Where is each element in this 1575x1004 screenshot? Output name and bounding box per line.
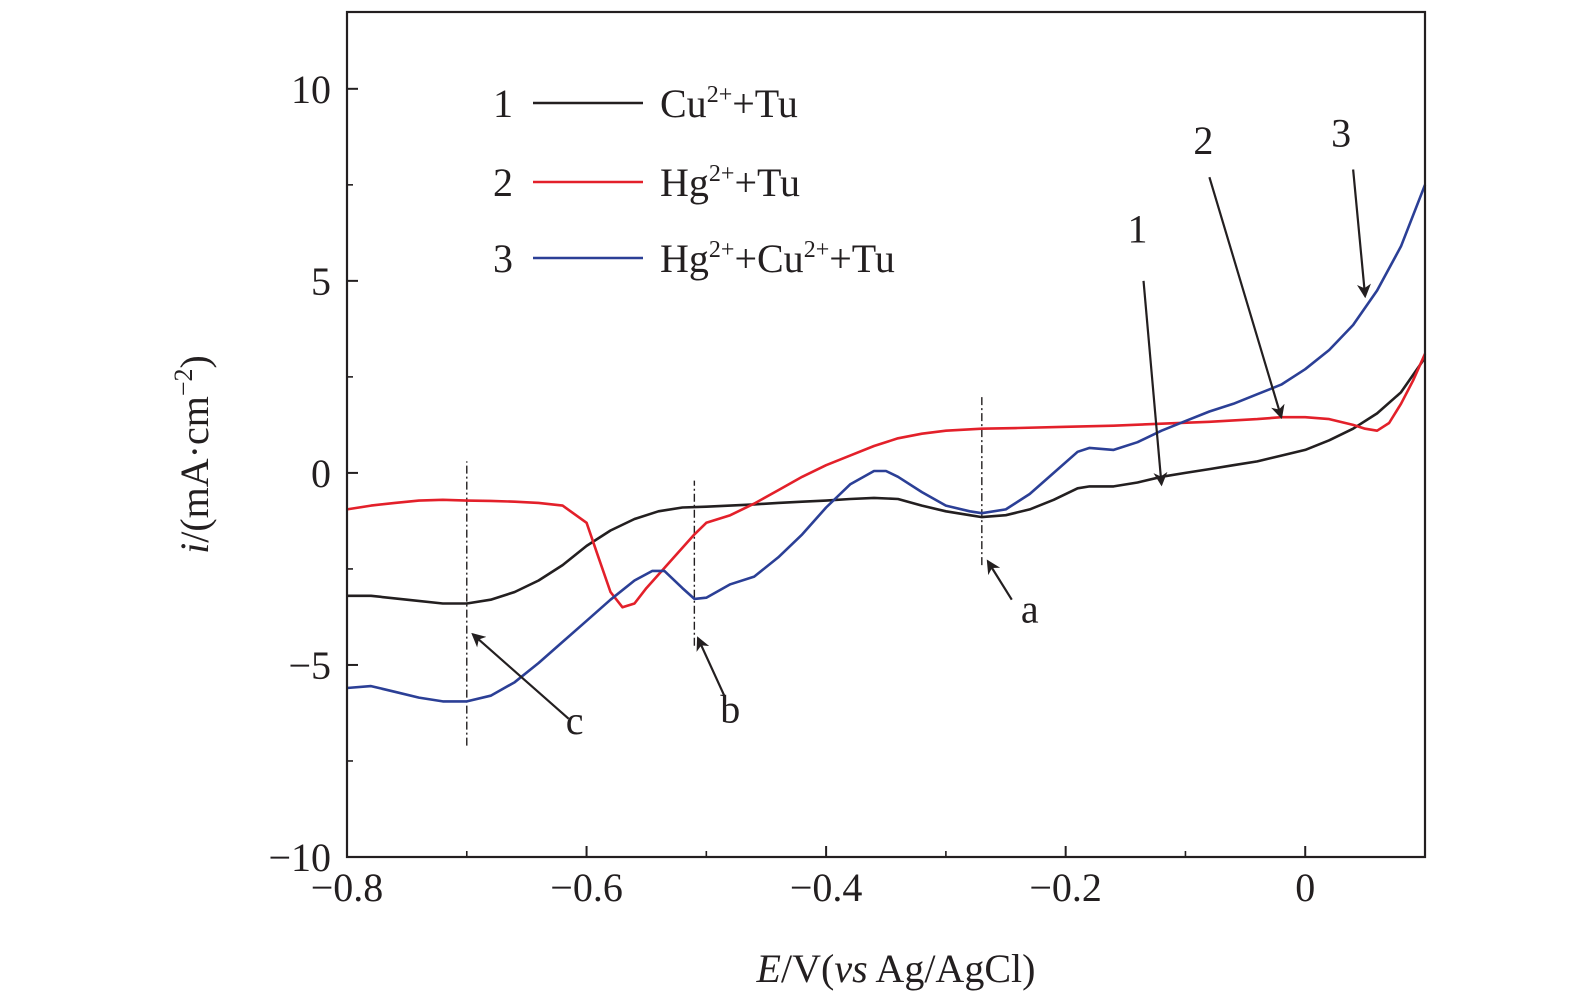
annotation-label-c: c (566, 698, 584, 743)
annotation-arrow-3 (1352, 169, 1371, 299)
legend-label-3: Hg2++Cu2++Tu (660, 236, 895, 281)
series-layer (346, 184, 1427, 703)
series-line-2 (346, 353, 1427, 609)
series-line-1 (347, 356, 1427, 605)
y-tick-label: 0 (311, 451, 331, 496)
annotation-label-b: b (720, 687, 740, 732)
x-tick-label: −0.2 (1029, 865, 1102, 910)
annotation-label-2: 2 (1193, 118, 1213, 163)
legend-label-2: Hg2++Tu (660, 160, 800, 205)
x-tick-label: 0 (1295, 865, 1315, 910)
x-axis-label: E/V(vs Ag/AgCl) (756, 946, 1036, 991)
y-tick-label: −10 (268, 835, 331, 880)
annotation-label-3: 3 (1331, 110, 1351, 155)
x-tick-label: −0.4 (790, 865, 863, 910)
legend: 1 Cu2++Tu 2 Hg2++Tu 3 Hg2++Cu2++Tu (493, 81, 895, 281)
annotation-label-1: 1 (1128, 206, 1148, 251)
y-tick-label: 10 (291, 67, 331, 112)
vertical-marker-layer (466, 396, 983, 746)
annotation-label-a: a (1021, 587, 1039, 632)
x-tick-label: −0.8 (311, 865, 384, 910)
tick-layer: −0.8 −0.6 −0.4 −0.2 0 −10 −5 0 5 10 (268, 67, 1315, 910)
annotation-arrow-b (696, 636, 726, 697)
legend-number-1: 1 (493, 81, 513, 126)
y-tick-label: 5 (311, 259, 331, 304)
legend-number-2: 2 (493, 160, 513, 205)
x-tick-label: −0.6 (550, 865, 623, 910)
annotation-arrow-2 (1208, 176, 1285, 420)
legend-label-1: Cu2++Tu (660, 81, 798, 126)
y-axis-label: i/(mA·cm−2) (169, 355, 217, 554)
legend-number-3: 3 (493, 236, 513, 281)
annotation-arrow-a (986, 559, 1013, 601)
annotation-arrow-1 (1142, 280, 1168, 487)
y-tick-label: −5 (288, 643, 331, 688)
series-line-3 (346, 184, 1427, 703)
plot-frame (345, 10, 1427, 859)
annotation-arrow-c (471, 632, 570, 720)
